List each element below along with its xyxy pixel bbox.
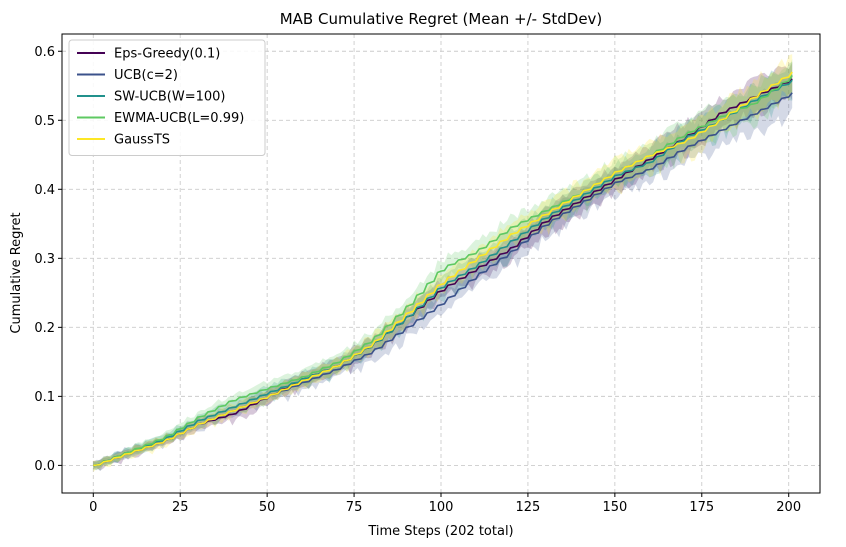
series-line-3	[93, 74, 793, 467]
series-lines	[93, 71, 793, 467]
y-tick-label: 0.4	[34, 183, 55, 198]
x-tick-label: 175	[689, 500, 714, 515]
legend: Eps-Greedy(0.1) UCB(c=2) SW-UCB(W=100) EWMA…	[68, 39, 266, 156]
stddev-band-2	[93, 61, 793, 472]
y-tick-label: 0.0	[34, 459, 55, 474]
legend-entry: UCB(c=2)	[114, 68, 178, 83]
y-tick-label: 0.2	[34, 321, 55, 336]
y-tick-label: 0.1	[34, 390, 55, 405]
x-tick-label: 150	[602, 500, 627, 515]
stddev-band-0	[93, 62, 793, 471]
stddev-band-1	[93, 73, 793, 470]
stddev-bands	[93, 54, 793, 473]
x-tick-label: 25	[172, 500, 189, 515]
y-tick-label: 0.6	[34, 45, 55, 60]
y-axis-label: Cumulative Regret	[9, 212, 24, 333]
x-tick-label: 75	[346, 500, 363, 515]
legend-entry: SW-UCB(W=100)	[114, 90, 225, 105]
legend-entry: EWMA-UCB(L=0.99)	[114, 111, 244, 126]
y-tick-label: 0.3	[34, 252, 55, 267]
x-tick-label: 100	[429, 500, 454, 515]
legend-entry: GaussTS	[114, 133, 170, 148]
x-tick-label: 50	[259, 500, 276, 515]
stddev-band-3	[93, 59, 793, 471]
stddev-band-4	[93, 54, 793, 473]
x-axis-ticks: 0 25 50 75 100 125 150 175 200	[89, 493, 801, 515]
x-tick-label: 125	[516, 500, 541, 515]
chart-title: MAB Cumulative Regret (Mean +/- StdDev)	[280, 10, 603, 28]
legend-box	[68, 39, 266, 156]
x-tick-label: 200	[776, 500, 801, 515]
series-line-4	[93, 71, 793, 467]
y-tick-label: 0.5	[34, 114, 55, 129]
x-tick-label: 0	[89, 500, 97, 515]
y-axis-ticks: 0.0 0.1 0.2 0.3 0.4 0.5 0.6	[34, 45, 62, 474]
legend-entry: Eps-Greedy(0.1)	[114, 47, 220, 62]
x-axis-label: Time Steps (202 total)	[367, 524, 513, 539]
